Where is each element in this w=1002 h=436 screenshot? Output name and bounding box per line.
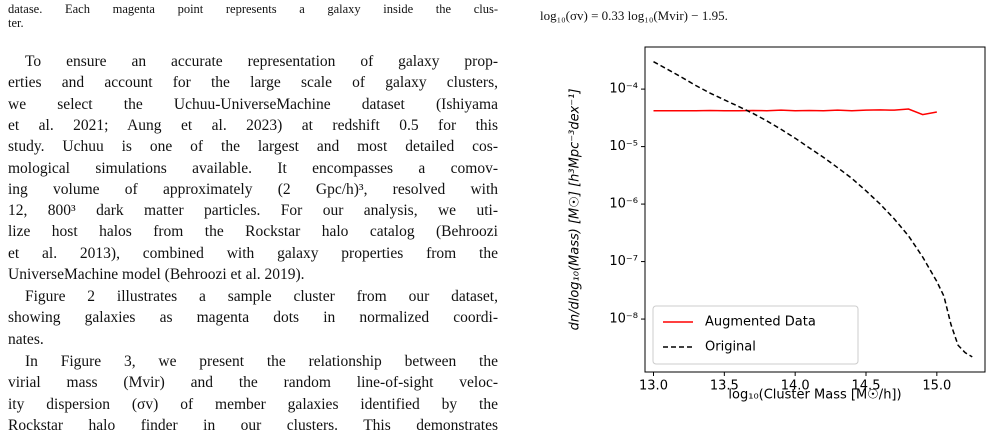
y-axis-label: dn/dlog₁₀(Mass) [M☉] [h³Mpc⁻³dex⁻¹] [568, 89, 583, 331]
paragraph-line: we select the Uchuu-UniverseMachine data… [8, 95, 498, 113]
x-tick-label: 13.0 [639, 379, 668, 394]
caption-line: ter. [8, 16, 24, 30]
paragraph-line: ing volume of approximately (2 Gpc/h)³, … [8, 180, 498, 198]
series-line [653, 108, 937, 116]
y-tick-label: 10⁻⁴ [609, 82, 638, 97]
x-axis-label: log₁₀(Cluster Mass [M☉/h]) [728, 388, 901, 403]
caption-line: datase. Each magenta point represents a … [8, 2, 498, 16]
paragraph-line: study. Uchuu is one of the largest and m… [8, 138, 498, 156]
equation: log₁₀(σv) = 0.33 log₁₀(Mvir) − 1.95. [540, 8, 728, 23]
x-tick-label: 14.5 [852, 379, 881, 394]
x-tick-label: 13.5 [710, 379, 739, 394]
paragraph-line: In Figure 3, we present the relationship… [25, 353, 498, 370]
x-tick-label: 14.0 [781, 379, 810, 394]
y-tick-label: 10⁻⁵ [609, 139, 638, 154]
y-tick-label: 10⁻⁸ [609, 312, 638, 327]
paragraph-line: erties and account for the large scale o… [8, 74, 498, 92]
paragraph-line: showing galaxies as magenta dots in norm… [8, 309, 498, 327]
series-line [653, 61, 973, 358]
paragraph-line: nates. [8, 330, 44, 348]
x-tick-label: 15.0 [922, 379, 951, 394]
plot-frame [644, 46, 986, 373]
paragraph-line: To ensure an accurate representation of … [25, 53, 498, 70]
paragraph-line: et al. 2021; Aung et al. 2023) at redshi… [8, 116, 498, 134]
page: datase. Each magenta point represents a … [8, 2, 986, 434]
paragraph-line: UniverseMachine model (Behroozi et al. 2… [8, 266, 305, 283]
y-tick-label: 10⁻⁶ [609, 197, 638, 212]
paragraph-line: 12, 800³ dark matter particles. For our … [8, 202, 498, 220]
paragraph-line: Figure 2 illustrates a sample cluster fr… [25, 288, 498, 305]
paragraph-line: ity dispersion (σv) of member galaxies i… [8, 395, 498, 413]
paragraph-line: et al. 2013), combined with galaxy prope… [8, 244, 498, 262]
y-tick-label: 10⁻⁷ [609, 254, 638, 269]
paragraph-line: mological simulations available. It enco… [8, 159, 498, 177]
paragraph-line: Rockstar halo finder in our clusters. Th… [8, 416, 498, 434]
legend-label: Augmented Data [705, 315, 816, 330]
chart: 13.0 13.5 14.0 14.5 15.0 10⁻⁸ 10⁻⁷ 10⁻⁶ 10⁻⁵ 10⁻⁴… [568, 46, 986, 403]
legend-box [652, 305, 859, 365]
paragraph-line: lize host halos from the Rockstar halo c… [8, 223, 498, 241]
legend-label: Original [705, 340, 756, 355]
paragraph-line: virial mass (Mvir) and the random line-o… [8, 374, 498, 392]
